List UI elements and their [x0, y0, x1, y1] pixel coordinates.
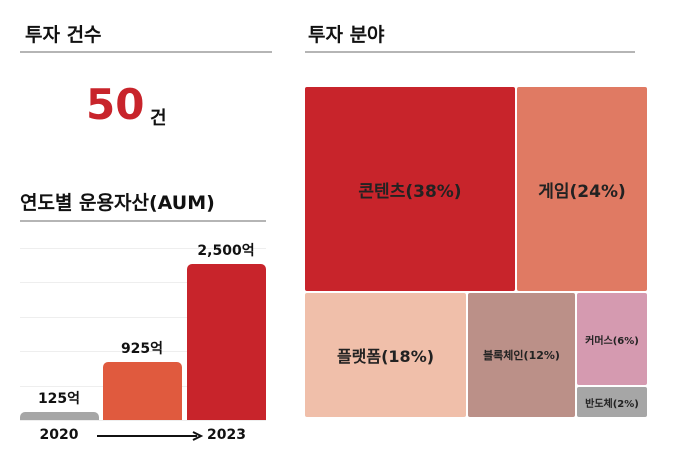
divider [20, 220, 266, 222]
treemap-cell: 플랫폼(18%) [305, 293, 466, 417]
bar-label: 125억 [37, 391, 81, 408]
sector-title: 투자 분야 [308, 24, 385, 46]
treemap-label: 블록체인(12%) [483, 349, 560, 362]
aum-title: 연도별 운용자산(AUM) [20, 192, 215, 214]
treemap-label: 커머스(6%) [585, 335, 639, 347]
treemap-label: 반도체(2%) [585, 398, 639, 410]
treemap-cell: 블록체인(12%) [468, 293, 575, 417]
gridline [20, 420, 266, 421]
bar-label: 925억 [120, 341, 164, 358]
divider [305, 51, 635, 53]
divider [20, 51, 272, 53]
bar-2023 [187, 263, 266, 420]
treemap-label: 콘텐츠(38%) [358, 181, 462, 202]
bar-2020 [20, 412, 99, 420]
treemap-label: 플랫폼(18%) [336, 347, 435, 366]
treemap-cell: 게임(24%) [517, 87, 647, 291]
bar-2021 [103, 362, 182, 420]
gridline [20, 248, 266, 249]
x-end-label: 2023 [207, 427, 246, 443]
bar-label: 2,500억 [197, 242, 255, 259]
gridline [20, 351, 266, 353]
gridline [20, 282, 266, 284]
treemap-label: 게임(24%) [538, 181, 626, 202]
x-start-label: 2020 [39, 427, 79, 443]
timeline-arrow-icon [97, 431, 204, 441]
count-unit: 건 [150, 108, 167, 129]
treemap-cell: 콘텐츠(38%) [305, 87, 515, 291]
count-title: 투자 건수 [25, 24, 102, 46]
treemap-cell: 커머스(6%) [577, 293, 647, 385]
treemap-cell: 반도체(2%) [577, 387, 647, 417]
gridline [20, 316, 266, 318]
count-value: 50 [86, 80, 145, 129]
